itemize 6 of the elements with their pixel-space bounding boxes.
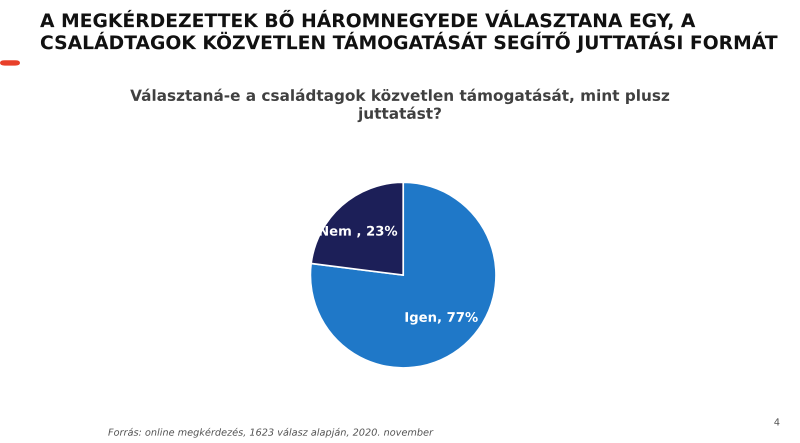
text: 4 xyxy=(774,418,780,426)
pie-slice xyxy=(310,181,497,369)
slice-label: Igen, 77% xyxy=(406,312,478,325)
text: Forrás: online megkérdezés, 1623 válasz alapján, 2020. november xyxy=(108,428,434,438)
chart-subtitle: Választaná-e a családtagok közvetlen támogatását, mint plusz juttatást? xyxy=(130,88,670,122)
chart-title: A MEGKÉRDEZETTEK BŐ HÁROMNEGYEDE VÁLASZTANA EGY, A CSALÁDTAGOK KÖZVETLEN TÁMOGATÁSÁT SEGÍTŐ JUTTATÁSI FORMÁT xyxy=(40,10,778,53)
